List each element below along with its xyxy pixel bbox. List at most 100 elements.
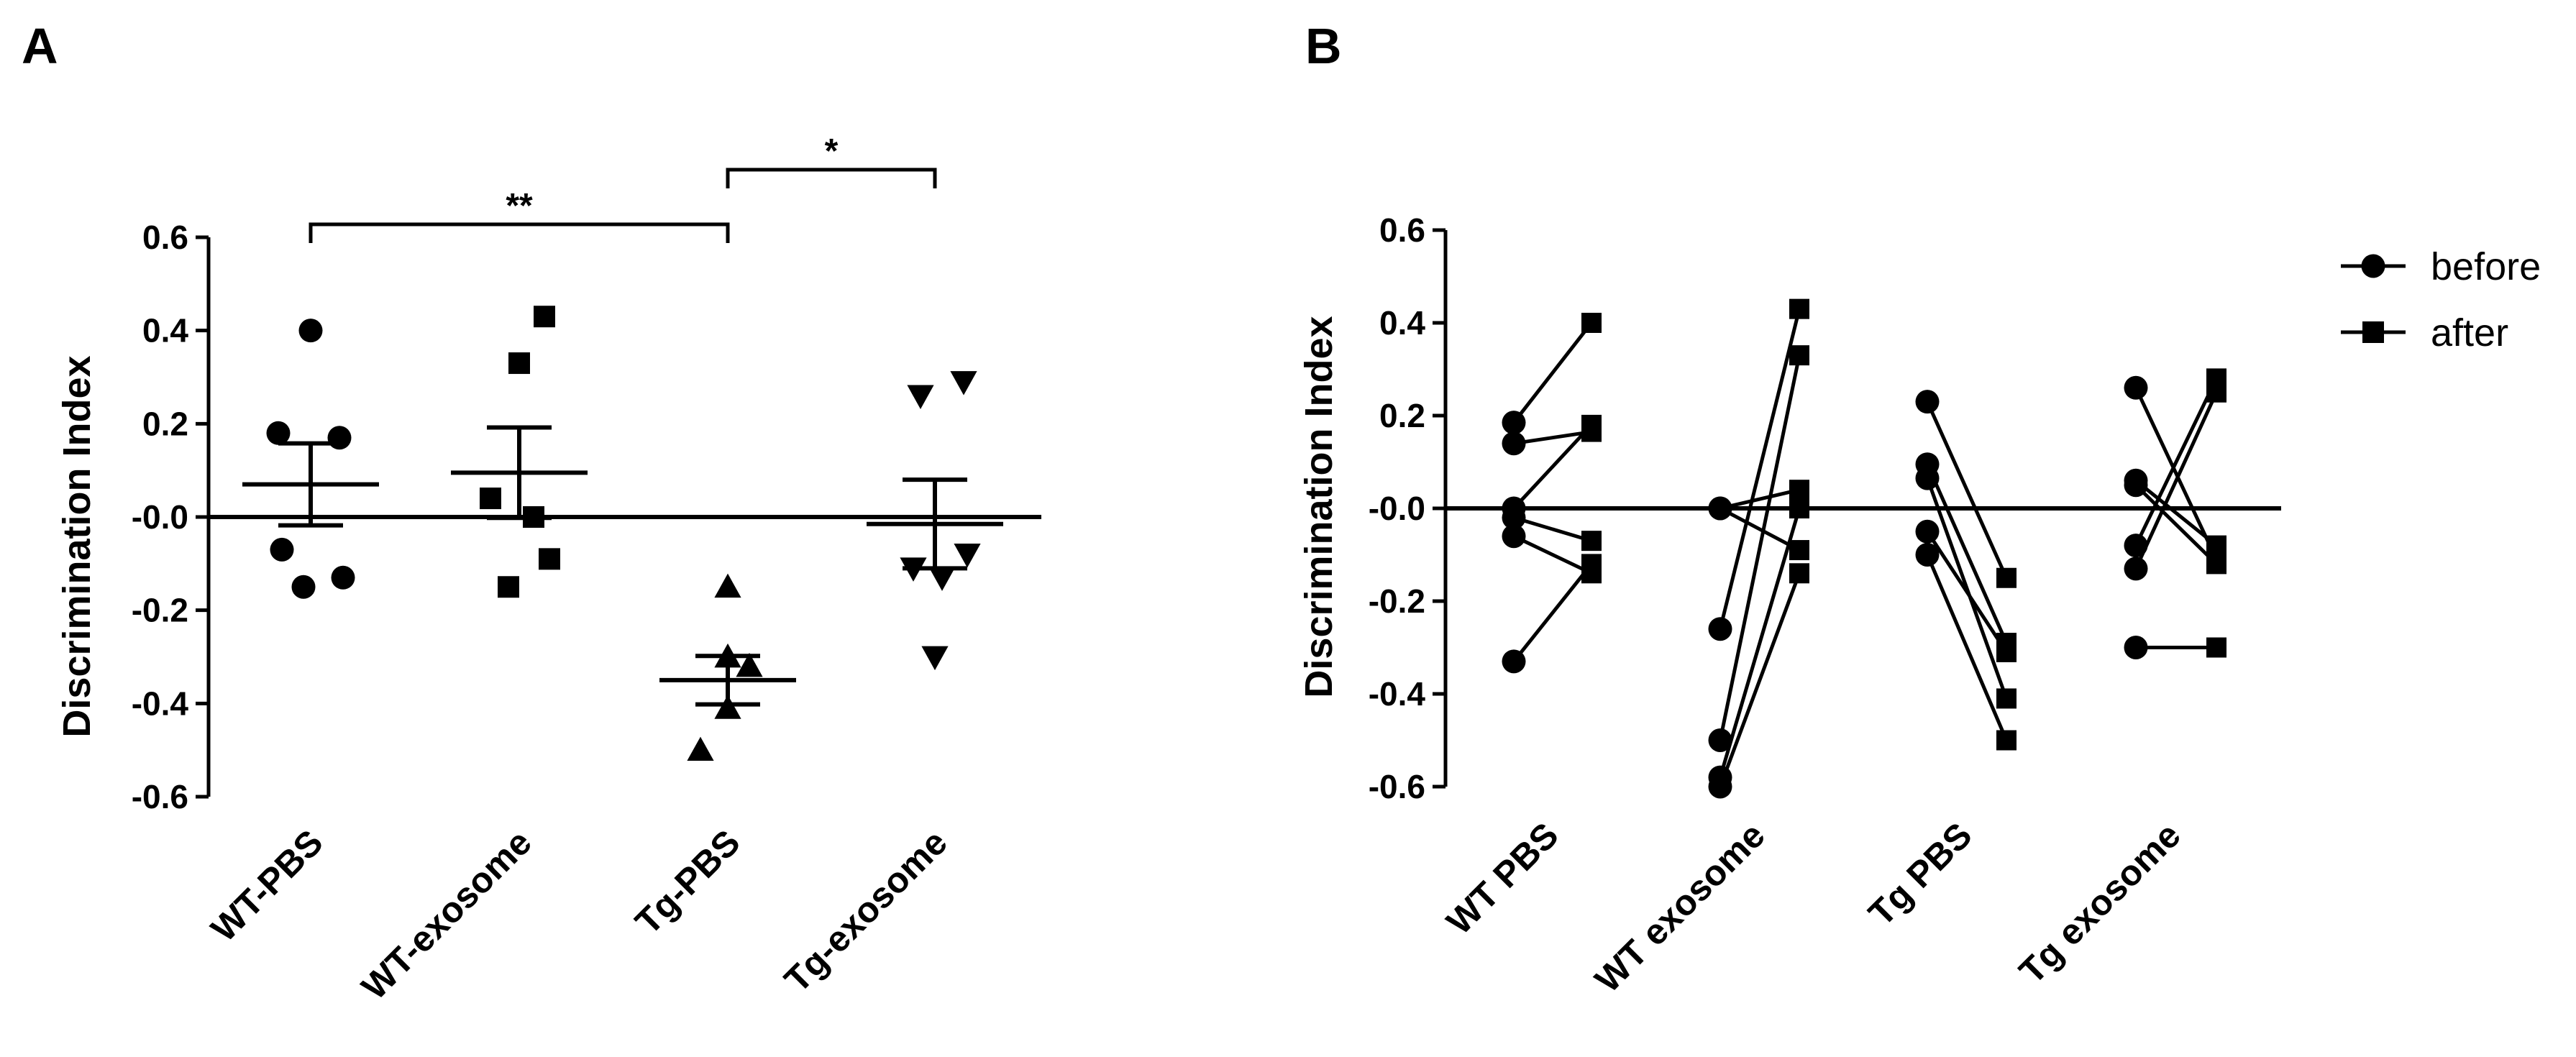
chart-a: 0.6 0.4 0.2 -0.0 -0.2 -0.4 -0.6 Discrimination… — [55, 132, 1041, 1007]
data-point — [954, 543, 981, 568]
after-point — [1996, 688, 2017, 709]
pair-line — [1925, 477, 2009, 700]
chart-a-y-ticks: 0.6 0.4 0.2 -0.0 -0.2 -0.4 -0.6 — [132, 219, 209, 815]
before-point — [1915, 390, 1940, 414]
x-category-label: Tg-exosome — [777, 822, 955, 1000]
chart-b-pair-lines — [1512, 308, 2219, 787]
x-category-label: Tg exosome — [2011, 815, 2188, 992]
data-point — [714, 573, 741, 598]
pair-line — [2134, 391, 2219, 569]
chart-b-points — [1502, 298, 2226, 799]
before-point — [1915, 519, 1940, 544]
before-point — [2124, 473, 2148, 498]
after-point — [1789, 540, 1809, 561]
before-point — [1502, 431, 1526, 456]
after-point — [2206, 382, 2226, 403]
before-point — [1502, 505, 1526, 530]
after-point — [1581, 531, 1602, 552]
after-point — [1789, 298, 1809, 319]
pair-line — [2134, 387, 2219, 561]
data-point — [331, 565, 355, 590]
data-point — [534, 306, 555, 328]
before-point — [1502, 411, 1526, 435]
after-point — [1789, 480, 1809, 500]
data-point — [298, 319, 323, 343]
x-category-label: Tg-PBS — [628, 822, 748, 942]
panel-letter-b: B — [1305, 18, 1342, 74]
pair-line — [1512, 321, 1593, 424]
legend-marker — [2361, 254, 2385, 278]
y-tick-label: -0.0 — [1369, 490, 1425, 527]
pair-line — [1513, 430, 1592, 446]
significance-bracket — [309, 222, 730, 243]
after-point — [1789, 498, 1809, 518]
chart-a-y-axis-label: Discrimination Index — [55, 355, 99, 737]
y-tick-label: -0.2 — [132, 592, 188, 629]
pair-line — [2134, 378, 2219, 546]
chart-a-points — [266, 306, 981, 761]
data-point — [714, 695, 741, 719]
after-point — [1581, 414, 1602, 435]
data-point — [950, 371, 977, 395]
y-tick-label: 0.6 — [142, 219, 188, 256]
y-tick-label: -0.6 — [1369, 768, 1425, 805]
data-point — [266, 421, 291, 445]
y-tick-label: -0.6 — [132, 778, 188, 815]
pair-line — [2134, 483, 2218, 566]
chart-a-significance: *** — [309, 132, 937, 243]
pair-line — [1513, 516, 1592, 543]
data-point — [270, 537, 294, 562]
before-point — [2124, 557, 2148, 581]
before-point — [1708, 496, 1732, 521]
pair-line — [1512, 562, 1593, 663]
after-point — [1996, 730, 2017, 751]
pair-line — [2134, 479, 2218, 547]
before-point — [1708, 774, 1732, 799]
y-tick-label: 0.4 — [142, 312, 188, 349]
before-point — [2124, 636, 2148, 659]
after-point — [1789, 563, 1809, 584]
y-tick-label: -0.4 — [1369, 675, 1426, 713]
before-point — [1708, 728, 1732, 752]
data-point — [687, 736, 714, 761]
pair-line — [1925, 401, 2009, 579]
pair-line — [1718, 308, 1801, 630]
x-category-label: WT exosome — [1587, 815, 1773, 1000]
pair-line — [1718, 572, 1801, 787]
after-point — [2206, 535, 2226, 556]
significance-label: ** — [506, 187, 533, 225]
data-point — [921, 646, 949, 671]
chart-b-axes — [1443, 230, 2281, 787]
significance-bracket — [726, 168, 937, 188]
pair-line — [1925, 554, 2009, 741]
before-point — [1502, 524, 1526, 549]
data-point — [327, 426, 352, 450]
pair-line — [1719, 506, 1801, 552]
before-point — [1708, 617, 1732, 641]
after-point — [1581, 313, 1602, 333]
before-point — [1915, 543, 1940, 567]
legend-marker — [2362, 321, 2384, 343]
after-point — [2206, 637, 2226, 658]
pair-line — [1925, 463, 2009, 644]
pair-line — [1512, 534, 1593, 575]
y-tick-label: -0.4 — [132, 685, 189, 722]
after-point — [1996, 567, 2017, 588]
before-point — [2124, 375, 2148, 400]
chart-a-mean-sem — [242, 425, 1003, 707]
legend-label: before — [2431, 245, 2541, 288]
data-point — [736, 652, 763, 677]
chart-a-x-categories: WT-PBS WT-exosome Tg-PBS Tg-exosome — [204, 822, 955, 1007]
chart-b-y-axis-label: Discrimination Index — [1297, 316, 1340, 697]
panel-letter-a: A — [22, 18, 58, 74]
data-point — [480, 488, 501, 510]
after-point — [1996, 641, 2017, 662]
data-point — [508, 352, 530, 375]
data-point — [928, 567, 956, 591]
after-point — [2206, 554, 2226, 575]
before-point — [1915, 466, 1940, 490]
data-point — [539, 548, 560, 570]
y-tick-label: 0.2 — [142, 405, 188, 442]
x-category-label: Tg PBS — [1860, 815, 1979, 933]
